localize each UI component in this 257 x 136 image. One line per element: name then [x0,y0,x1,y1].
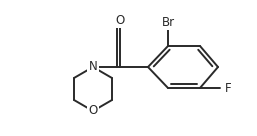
Text: Br: Br [161,16,175,29]
Text: N: N [89,61,97,73]
Text: O: O [115,13,125,27]
Text: O: O [88,104,98,118]
Text: F: F [225,81,231,95]
